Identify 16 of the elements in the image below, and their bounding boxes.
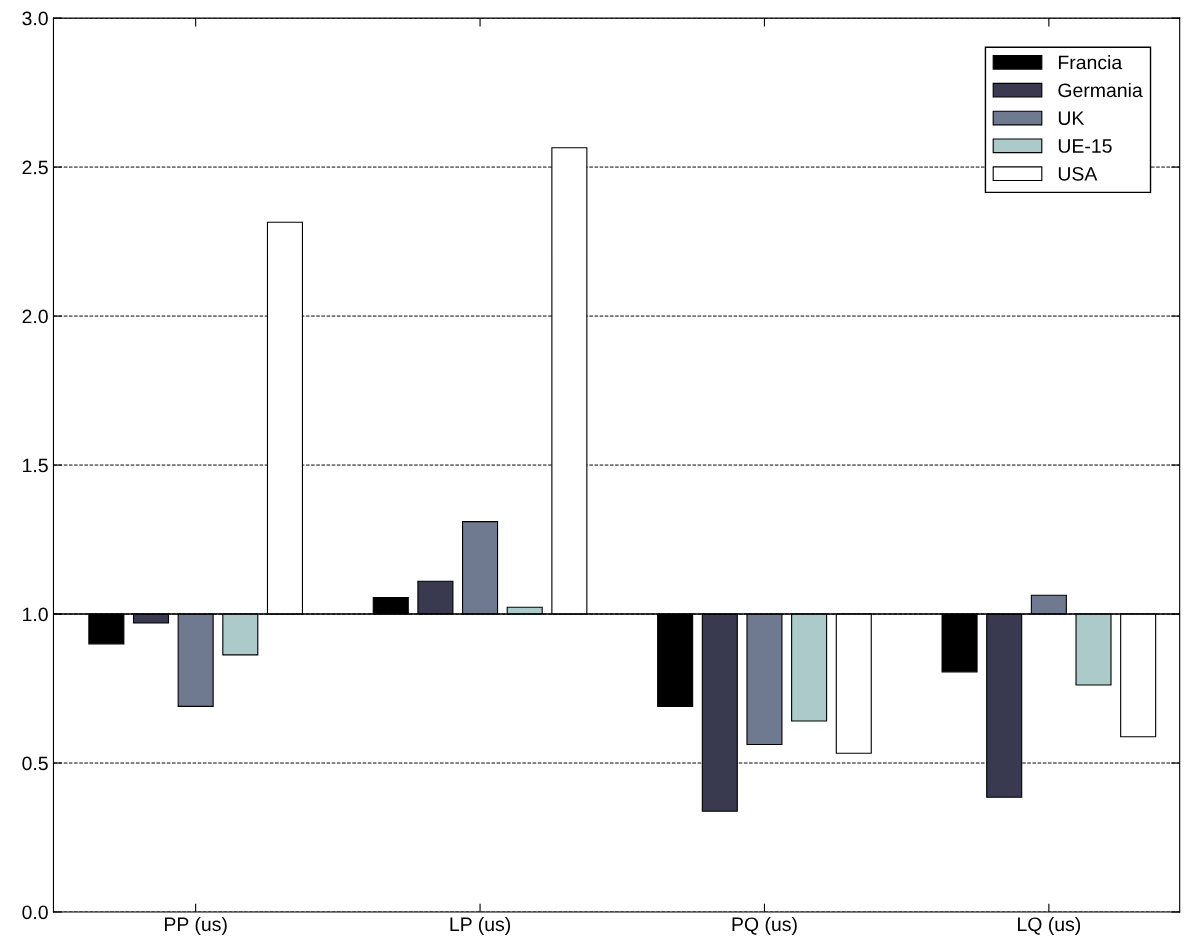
legend-label: Francia: [1058, 55, 1123, 70]
x-tick-label: LP (us): [450, 916, 511, 935]
y-tick-label: 2.0: [22, 309, 48, 324]
x-tick-label: PQ (us): [732, 916, 797, 935]
y-tick-label: 2.5: [22, 160, 48, 175]
legend-label: Germania: [1058, 82, 1143, 98]
x-tick-label: PP (us): [165, 916, 227, 935]
y-tick-label: 1.5: [23, 458, 48, 473]
y-tick-label: 0.0: [22, 905, 48, 920]
x-tick-label: LQ (us): [1018, 916, 1081, 935]
legend-label: UK: [1058, 111, 1085, 126]
y-tick-label: 1.0: [23, 607, 48, 622]
y-tick-label: 3.0: [22, 11, 48, 26]
legend-label: UE-15: [1058, 139, 1112, 153]
y-tick-label: 0.5: [22, 756, 48, 771]
legend-label: USA: [1058, 166, 1098, 181]
